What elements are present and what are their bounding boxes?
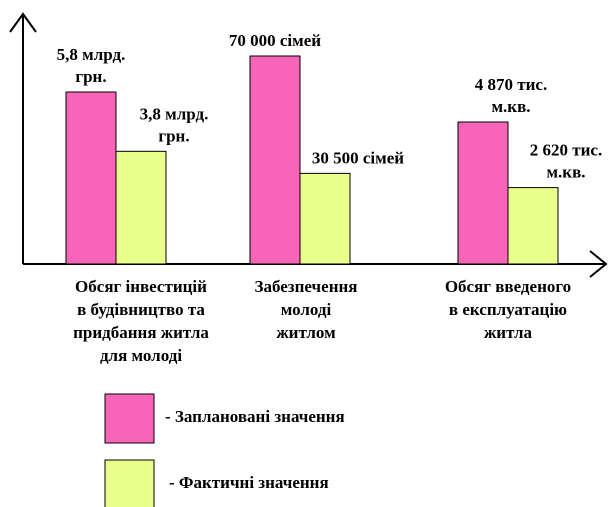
category-label-c1-line2: житлом — [276, 323, 336, 342]
legend-label-0: - Заплановані значення — [165, 407, 345, 426]
bar-s0-c1 — [249, 55, 301, 265]
value-label-s1-c1: 30 500 сімей — [312, 148, 404, 167]
x-axis-arrow — [589, 250, 608, 278]
value-label-s0-c0-line1: грн. — [75, 67, 106, 86]
value-label-s0-c2-line1: м.кв. — [491, 97, 530, 116]
category-label-c1-line1: молоді — [281, 300, 332, 319]
bar-s1-c1 — [299, 172, 351, 265]
value-label-s0-c2-line0: 4 870 тис. — [475, 75, 547, 94]
y-axis-arrow — [9, 12, 37, 33]
category-label-c2-line0: Обсяг введеного — [445, 277, 571, 296]
value-label-s1-c0-line1: грн. — [158, 126, 189, 145]
category-label-c1-line0: Забезпечення — [255, 277, 358, 296]
value-label-s0-c0-line0: 5,8 млрд. — [57, 45, 126, 64]
legend-label-1: - Фактичні значення — [169, 473, 329, 492]
bar-s0-c0 — [65, 91, 117, 265]
value-label-s0-c1: 70 000 сімей — [229, 31, 321, 50]
legend-swatch-0 — [104, 393, 155, 444]
category-label-c2-line1: в експлуатацію — [449, 300, 567, 319]
category-label-c0-line3: для молоді — [100, 346, 182, 365]
category-label-c0-line2: придбання житла — [73, 323, 209, 342]
category-label-c2-line2: житла — [484, 323, 533, 342]
value-label-s1-c2-line1: м.кв. — [546, 163, 585, 182]
value-label-s1-c0-line0: 3,8 млрд. — [140, 104, 209, 123]
value-label-s1-c2-line0: 2 620 тис. — [530, 141, 602, 160]
category-label-c0-line1: в будівництво та — [77, 300, 205, 319]
bar-s1-c0 — [115, 150, 167, 265]
category-label-c0-line0: Обсяг інвестицій — [75, 277, 207, 296]
bar-s1-c2 — [507, 187, 559, 265]
legend-swatch-1 — [104, 459, 155, 507]
bar-s0-c2 — [457, 121, 509, 265]
